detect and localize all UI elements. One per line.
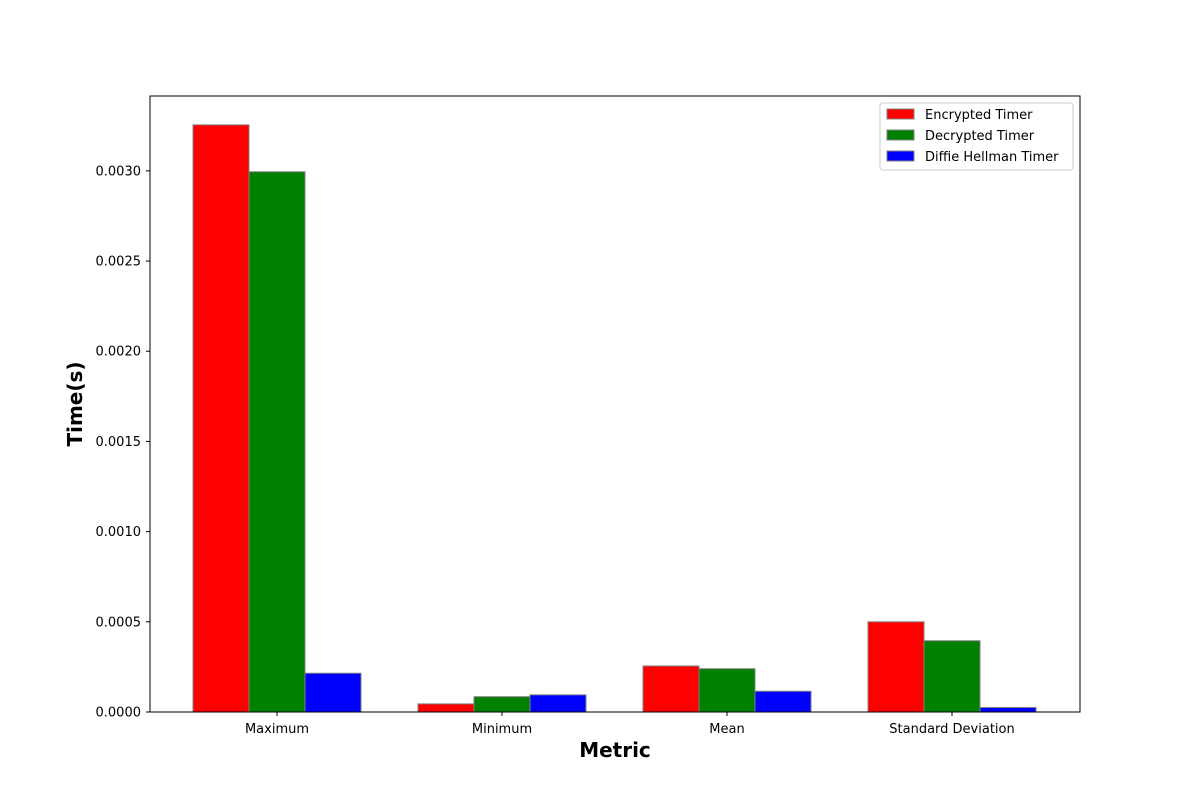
legend-label: Encrypted Timer (925, 108, 1033, 123)
y-tick-label: 0.0020 (96, 345, 142, 360)
y-axis-label: Time(s) (63, 361, 87, 446)
bars (192, 124, 1037, 713)
bar-decrypted-timer-minimum (473, 696, 531, 713)
x-axis: Maximum Minimum Mean Standard Deviation (245, 712, 1015, 737)
legend: Encrypted Timer Decrypted Timer Diffie Hel… (879, 102, 1074, 171)
y-tick-label: 0.0005 (96, 615, 142, 630)
bar-diffie-hellman-timer-mean (754, 690, 812, 713)
legend-swatch (886, 108, 915, 120)
bar-diffie-hellman-timer-maximum (304, 672, 362, 713)
legend-label: Decrypted Timer (925, 129, 1035, 144)
bar-encrypted-timer-mean (642, 665, 700, 713)
y-tick-label: 0.0030 (96, 164, 142, 179)
x-tick-label: Standard Deviation (889, 722, 1014, 737)
legend-label: Diffie Hellman Timer (925, 150, 1059, 165)
bar-encrypted-timer-standard-deviation (867, 621, 925, 713)
legend-box (879, 102, 1074, 171)
x-tick-label: Maximum (245, 722, 309, 737)
bar-decrypted-timer-maximum (248, 171, 306, 713)
bar-encrypted-timer-minimum (417, 703, 475, 713)
y-tick-label: 0.0010 (96, 525, 142, 540)
bar-diffie-hellman-timer-standard-deviation (979, 706, 1037, 713)
x-tick-label: Mean (709, 722, 744, 737)
legend-swatch (886, 129, 915, 141)
legend-swatch (886, 150, 915, 162)
y-tick-label: 0.0025 (96, 255, 142, 270)
bar-decrypted-timer-mean (698, 668, 756, 713)
x-axis-label: Metric (579, 738, 651, 762)
y-tick-label: 0.0015 (96, 435, 142, 450)
y-axis: 0.0000 0.0005 0.0010 0.0015 0.0020 0.0025 0.00… (96, 164, 150, 721)
bar-diffie-hellman-timer-minimum (529, 694, 587, 713)
y-tick-label: 0.0000 (96, 706, 142, 721)
bar-encrypted-timer-maximum (192, 124, 250, 713)
plot-area (149, 95, 1081, 713)
x-tick-label: Minimum (472, 722, 532, 737)
bar-decrypted-timer-standard-deviation (923, 640, 981, 713)
